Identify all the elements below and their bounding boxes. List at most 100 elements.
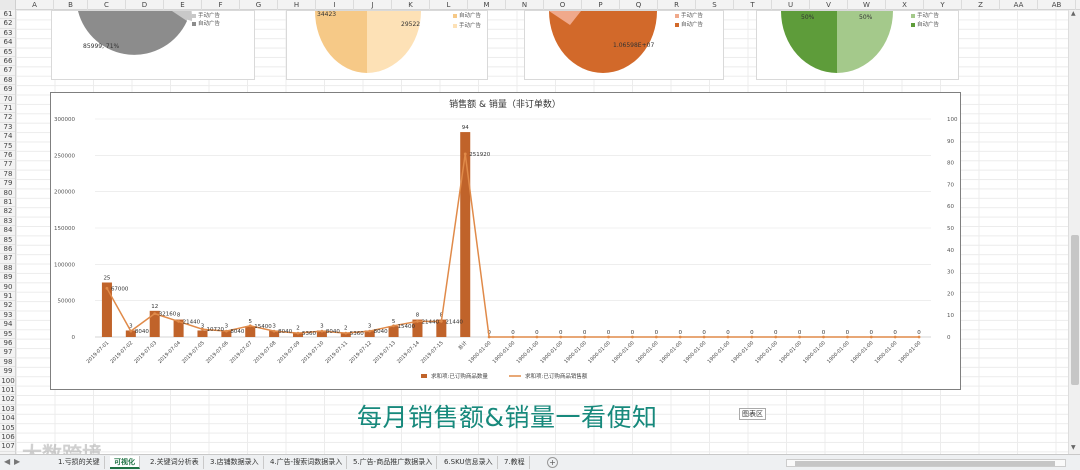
- row-header-105[interactable]: 105: [0, 423, 15, 433]
- column-header-u[interactable]: U: [772, 0, 810, 10]
- column-header-c[interactable]: C: [88, 0, 126, 10]
- select-all-corner[interactable]: [0, 0, 16, 10]
- column-header-r[interactable]: R: [658, 0, 696, 10]
- row-header-95[interactable]: 95: [0, 330, 15, 339]
- worksheet-grid[interactable]: 手动广告 自动广告 85999, 71% 自动广告 手动广告 34423 295…: [16, 10, 1068, 454]
- row-header-93[interactable]: 93: [0, 311, 15, 321]
- column-header-j[interactable]: J: [354, 0, 392, 10]
- row-header-81[interactable]: 81: [0, 198, 15, 208]
- sheet-tab-4[interactable]: 3.店铺数据录入: [206, 456, 264, 469]
- column-header-i[interactable]: I: [316, 0, 354, 10]
- row-header-64[interactable]: 64: [0, 38, 15, 48]
- row-header-101[interactable]: 101: [0, 386, 15, 396]
- pie-chart-3[interactable]: 手动广告 自动广告 1.06598E+07: [524, 10, 724, 80]
- row-header-83[interactable]: 83: [0, 217, 15, 227]
- column-header-z[interactable]: Z: [962, 0, 1000, 10]
- column-header-o[interactable]: O: [544, 0, 582, 10]
- add-sheet-button[interactable]: +: [547, 457, 558, 468]
- column-header-q[interactable]: Q: [620, 0, 658, 10]
- sheet-tab-8[interactable]: 7.教程: [500, 456, 530, 469]
- row-header-73[interactable]: 73: [0, 123, 15, 133]
- row-header-86[interactable]: 86: [0, 245, 15, 255]
- row-header-94[interactable]: 94: [0, 320, 15, 330]
- column-header-n[interactable]: N: [506, 0, 544, 10]
- row-header-72[interactable]: 72: [0, 113, 15, 123]
- row-header-88[interactable]: 88: [0, 264, 15, 274]
- row-header-89[interactable]: 89: [0, 273, 15, 283]
- sheet-tab-6[interactable]: 5.广告-商品推广数据录入: [349, 456, 438, 469]
- row-header-74[interactable]: 74: [0, 132, 15, 142]
- sheet-tab-3[interactable]: 2.关键词分析表: [146, 456, 204, 469]
- row-header-78[interactable]: 78: [0, 170, 15, 180]
- bar-8: [293, 332, 304, 337]
- column-header-w[interactable]: W: [848, 0, 886, 10]
- horizontal-scroll-thumb[interactable]: [795, 461, 1055, 466]
- row-header-76[interactable]: 76: [0, 151, 15, 161]
- column-header-f[interactable]: F: [202, 0, 240, 10]
- sheet-tab-2[interactable]: 可视化: [110, 456, 140, 469]
- pie-chart-2[interactable]: 自动广告 手动广告 34423 29522: [286, 10, 488, 80]
- column-header-b[interactable]: B: [54, 0, 88, 10]
- row-header-77[interactable]: 77: [0, 160, 15, 170]
- column-header-p[interactable]: P: [582, 0, 620, 10]
- column-header-y[interactable]: Y: [924, 0, 962, 10]
- sheet-tab-7[interactable]: 6.SKU信息录入: [440, 456, 498, 469]
- column-header-x[interactable]: X: [886, 0, 924, 10]
- pie-chart-4[interactable]: 手动广告 自动广告 50% 50%: [756, 10, 959, 80]
- row-header-79[interactable]: 79: [0, 179, 15, 189]
- row-header-91[interactable]: 91: [0, 292, 15, 302]
- row-header-68[interactable]: 68: [0, 76, 15, 86]
- row-header-70[interactable]: 70: [0, 95, 15, 104]
- row-header-106[interactable]: 106: [0, 433, 15, 443]
- column-header-m[interactable]: M: [468, 0, 506, 10]
- row-header-92[interactable]: 92: [0, 301, 15, 311]
- row-header-99[interactable]: 99: [0, 367, 15, 377]
- column-header-h[interactable]: H: [278, 0, 316, 10]
- sheet-tab-5[interactable]: 4.广告-搜索词数据录入: [266, 456, 348, 469]
- row-header-61[interactable]: 61: [0, 10, 15, 20]
- horizontal-scrollbar[interactable]: [786, 459, 1066, 467]
- row-header-100[interactable]: 100: [0, 376, 15, 386]
- column-header-g[interactable]: G: [240, 0, 278, 10]
- row-header-104[interactable]: 104: [0, 414, 15, 424]
- pie-chart-1[interactable]: 手动广告 自动广告 85999, 71%: [51, 10, 255, 80]
- column-header-e[interactable]: E: [164, 0, 202, 10]
- row-header-65[interactable]: 65: [0, 48, 15, 57]
- scroll-down-icon[interactable]: ▼: [1071, 444, 1076, 451]
- row-header-62[interactable]: 62: [0, 19, 15, 29]
- tab-scroll-right-icon[interactable]: ▶: [14, 457, 21, 466]
- row-header-87[interactable]: 87: [0, 254, 15, 264]
- column-header-aa[interactable]: AA: [1000, 0, 1038, 10]
- row-header-96[interactable]: 96: [0, 339, 15, 349]
- column-header-a[interactable]: A: [16, 0, 54, 10]
- row-header-98[interactable]: 98: [0, 358, 15, 368]
- column-header-k[interactable]: K: [392, 0, 430, 10]
- row-header-97[interactable]: 97: [0, 348, 15, 358]
- row-header-85[interactable]: 85: [0, 236, 15, 245]
- row-header-71[interactable]: 71: [0, 104, 15, 114]
- column-header-ab[interactable]: AB: [1038, 0, 1076, 10]
- column-header-l[interactable]: L: [430, 0, 468, 10]
- row-header-66[interactable]: 66: [0, 57, 15, 67]
- row-header-67[interactable]: 67: [0, 66, 15, 76]
- row-header-90[interactable]: 90: [0, 283, 15, 292]
- vertical-scroll-thumb[interactable]: [1071, 235, 1079, 385]
- column-header-t[interactable]: T: [734, 0, 772, 10]
- row-header-102[interactable]: 102: [0, 395, 15, 405]
- column-header-d[interactable]: D: [126, 0, 164, 10]
- sheet-tab-1[interactable]: 1.亏损的关键: [54, 456, 105, 469]
- vertical-scrollbar[interactable]: ▲ ▼: [1068, 10, 1080, 454]
- row-header-107[interactable]: 107: [0, 442, 15, 452]
- row-header-84[interactable]: 84: [0, 226, 15, 236]
- row-header-82[interactable]: 82: [0, 207, 15, 217]
- tab-scroll-left-icon[interactable]: ◀: [4, 457, 11, 466]
- row-header-63[interactable]: 63: [0, 29, 15, 39]
- row-header-75[interactable]: 75: [0, 142, 15, 151]
- sales-volume-combo-chart[interactable]: 销售额 & 销量（非订单数） 0 50000 100000 150000 200000 25…: [50, 92, 961, 390]
- column-header-s[interactable]: S: [696, 0, 734, 10]
- row-header-103[interactable]: 103: [0, 404, 15, 415]
- column-header-v[interactable]: V: [810, 0, 848, 10]
- row-header-69[interactable]: 69: [0, 85, 15, 95]
- scroll-up-icon[interactable]: ▲: [1071, 10, 1076, 17]
- row-header-80[interactable]: 80: [0, 189, 15, 198]
